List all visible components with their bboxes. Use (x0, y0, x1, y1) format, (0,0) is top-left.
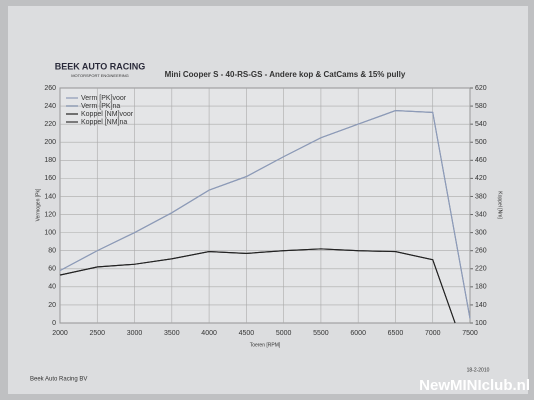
legend-label: Koppel [NM]voor (81, 111, 134, 118)
y2-tick-label: 340 (475, 211, 487, 218)
x-tick-label: 4500 (239, 330, 255, 337)
y-tick-label: 20 (48, 302, 56, 309)
x-tick-label: 7500 (462, 330, 478, 337)
y-tick-label: 200 (44, 139, 56, 146)
y2-tick-label: 220 (475, 266, 487, 273)
y-tick-label: 100 (44, 229, 56, 236)
legend-label: Verm [PK]na (81, 103, 120, 110)
y-tick-label: 0 (52, 320, 56, 327)
x-axis-label: Toeren [RPM] (250, 342, 281, 348)
x-tick-label: 3500 (164, 330, 180, 337)
x-tick-label: 7000 (425, 330, 441, 337)
x-tick-label: 2000 (52, 330, 68, 337)
y-tick-label: 220 (44, 121, 56, 128)
y2-axis-label: Koppel [Nm] (497, 191, 503, 219)
y-axis-label: Vermogen [Pk] (35, 188, 41, 221)
y-tick-label: 40 (48, 284, 56, 291)
logo-subtitle: MOTORSPORT ENGINEERING (71, 73, 129, 78)
y2-tick-label: 380 (475, 193, 487, 200)
x-tick-label: 3000 (127, 330, 143, 337)
y-tick-label: 180 (44, 157, 56, 164)
x-tick-label: 6500 (388, 330, 404, 337)
y2-tick-label: 180 (475, 284, 487, 291)
watermark: NewMINIclub.nl (419, 377, 530, 394)
date: 18-2-2010 (467, 367, 490, 373)
y-tick-label: 260 (44, 85, 56, 92)
x-tick-label: 6000 (350, 330, 366, 337)
y-tick-label: 60 (48, 266, 56, 273)
y2-tick-label: 100 (475, 320, 487, 327)
y2-tick-label: 460 (475, 157, 487, 164)
series-line (59, 248, 456, 324)
x-tick-label: 5500 (313, 330, 329, 337)
x-tick-label: 4000 (201, 330, 217, 337)
series-line (59, 110, 471, 319)
legend-label: Verm [PK]voor (81, 95, 127, 102)
y2-tick-label: 620 (475, 85, 487, 92)
y-tick-label: 240 (44, 103, 56, 110)
footer: Beek Auto Racing BV (30, 377, 87, 383)
y2-tick-label: 500 (475, 139, 487, 146)
legend-label: Koppel [NM]na (81, 119, 127, 126)
y-tick-label: 140 (44, 193, 56, 200)
y2-tick-label: 260 (475, 248, 487, 255)
y-tick-label: 120 (44, 211, 56, 218)
y2-tick-label: 420 (475, 175, 487, 182)
chart-title: Mini Cooper S - 40-RS-GS - Andere kop & … (165, 70, 406, 79)
x-tick-label: 2500 (89, 330, 105, 337)
y2-tick-label: 140 (475, 302, 487, 309)
y-tick-label: 80 (48, 248, 56, 255)
x-tick-label: 5000 (276, 330, 292, 337)
plot-area (59, 87, 471, 324)
y2-tick-label: 580 (475, 103, 487, 110)
y-tick-label: 160 (44, 175, 56, 182)
y2-tick-label: 540 (475, 121, 487, 128)
y2-tick-label: 300 (475, 229, 487, 236)
logo: BEEK AUTO RACING (55, 61, 146, 71)
